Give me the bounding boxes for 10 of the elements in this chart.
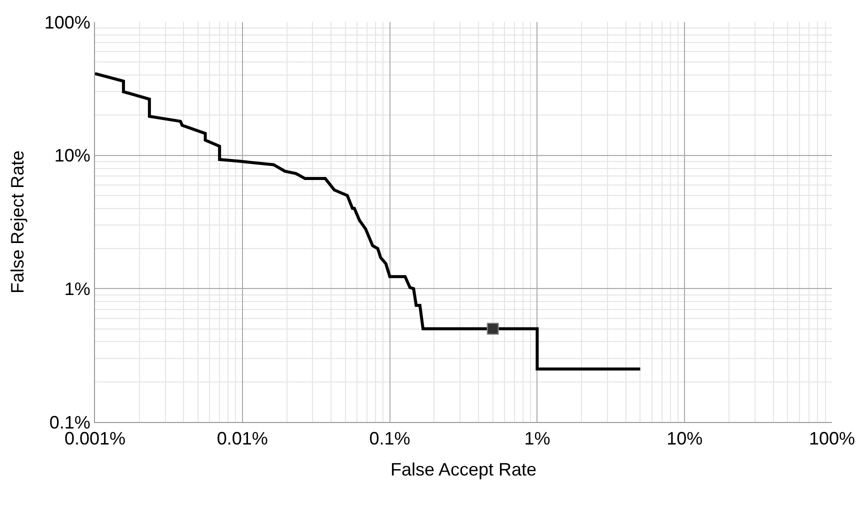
x-tick-label: 0.01%: [216, 428, 268, 449]
x-axis-title: False Accept Rate: [390, 460, 537, 480]
y-axis-title: False Reject Rate: [8, 150, 28, 294]
x-tick-label: 10%: [666, 428, 703, 449]
y-tick-label: 1%: [64, 278, 90, 299]
x-tick-label: 0.1%: [369, 428, 410, 449]
x-tick-label: 1%: [524, 428, 550, 449]
x-tick-label: 100%: [808, 428, 856, 449]
y-tick-label: 10%: [54, 146, 90, 166]
y-tick-label: 100%: [44, 12, 90, 32]
